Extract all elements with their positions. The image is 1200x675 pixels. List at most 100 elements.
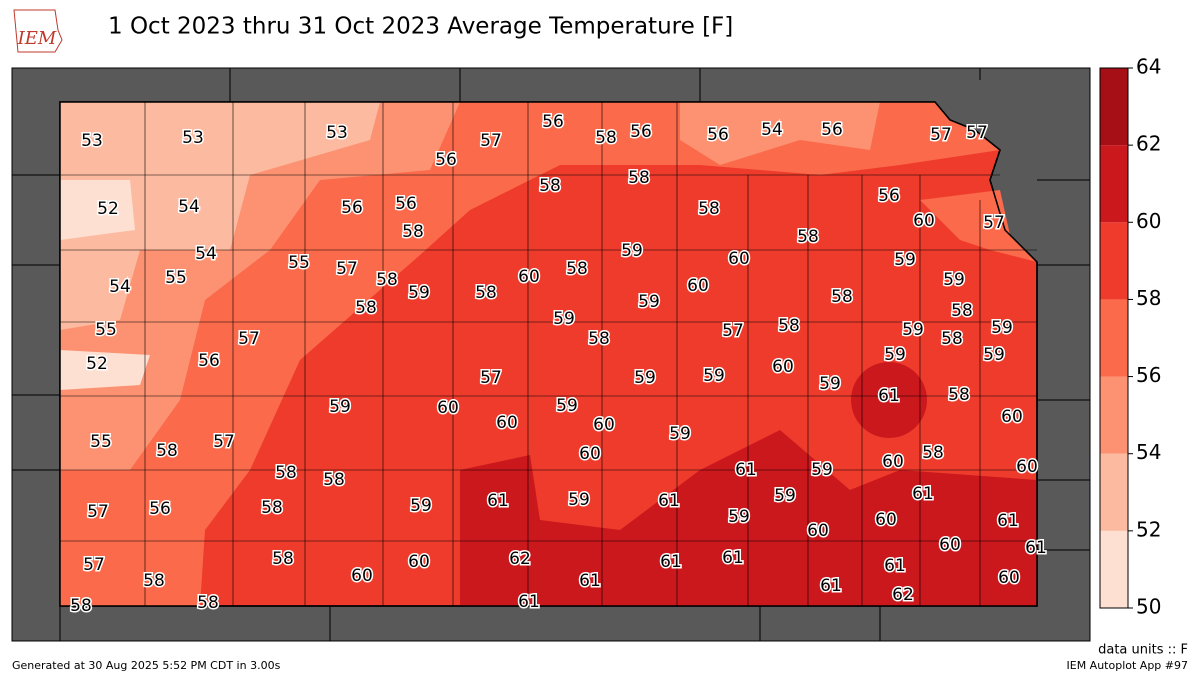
station-value: 58 — [376, 270, 398, 290]
station-value: 61 — [912, 484, 934, 504]
contour-60-62 — [460, 430, 1037, 606]
station-value: 58 — [588, 329, 610, 349]
station-value: 59 — [408, 283, 430, 303]
colorbar-tick-label: 52 — [1136, 517, 1161, 541]
station-value: 60 — [351, 566, 373, 586]
station-value: 56 — [542, 112, 564, 132]
station-value: 61 — [518, 592, 540, 612]
station-value: 59 — [634, 368, 656, 388]
station-value: 60 — [496, 413, 518, 433]
station-value: 61 — [884, 556, 906, 576]
station-value: 59 — [902, 320, 924, 340]
colorbar-tick-label: 60 — [1136, 209, 1161, 233]
station-value: 60 — [772, 357, 794, 377]
station-value: 56 — [435, 150, 457, 170]
station-value: 61 — [487, 491, 509, 511]
station-value: 57 — [213, 432, 235, 452]
station-value: 58 — [831, 287, 853, 307]
station-value: 58 — [941, 329, 963, 349]
colorbar-band — [1100, 299, 1128, 377]
station-value: 56 — [198, 351, 220, 371]
contour-54-56 — [680, 102, 880, 165]
station-value: 56 — [821, 120, 843, 140]
station-value: 58 — [628, 168, 650, 188]
colorbar-tick-label: 62 — [1136, 132, 1161, 156]
station-value: 62 — [892, 585, 914, 605]
logo-outline — [13, 9, 63, 53]
station-value: 60 — [1001, 407, 1023, 427]
station-value: 59 — [638, 292, 660, 312]
station-value: 56 — [878, 186, 900, 206]
station-value: 60 — [807, 521, 829, 541]
station-value: 55 — [90, 432, 112, 452]
colorbar: 50 52 54 56 58 60 62 64 — [1099, 55, 1161, 619]
colorbar-band — [1100, 530, 1128, 608]
state-fill — [59, 101, 1038, 607]
station-value: 60 — [1016, 457, 1038, 477]
station-value: 61 — [579, 571, 601, 591]
station-value: 54 — [761, 120, 783, 140]
station-value: 59 — [410, 496, 432, 516]
station-value: 61 — [722, 548, 744, 568]
station-value: 58 — [475, 283, 497, 303]
station-value: 58 — [539, 176, 561, 196]
neighbor-borders — [12, 68, 1090, 641]
station-value: 57 — [480, 131, 502, 151]
station-value: 61 — [658, 491, 680, 511]
station-value: 58 — [143, 571, 165, 591]
station-value: 57 — [983, 213, 1005, 233]
contour-50-52 — [60, 180, 135, 240]
station-value: 60 — [939, 535, 961, 555]
station-value: 52 — [97, 199, 119, 219]
station-value: 58 — [323, 470, 345, 490]
station-value: 59 — [884, 345, 906, 365]
station-value: 58 — [951, 301, 973, 321]
colorbar-band — [1100, 453, 1128, 531]
station-value: 60 — [437, 398, 459, 418]
station-value: 59 — [983, 345, 1005, 365]
contour-50-52 — [60, 350, 150, 390]
station-value: 58 — [272, 549, 294, 569]
station-value: 57 — [722, 321, 744, 341]
station-value: 60 — [998, 568, 1020, 588]
colorbar-tick-label: 58 — [1136, 286, 1161, 310]
station-value: 56 — [149, 499, 171, 519]
contour-52-54 — [60, 102, 380, 330]
title: 1 Oct 2023 thru 31 Oct 2023 Average Temp… — [108, 14, 733, 40]
contour-56-58 — [920, 190, 1037, 262]
station-value: 53 — [326, 123, 348, 143]
station-value: 60 — [875, 510, 897, 530]
station-value: 59 — [774, 486, 796, 506]
station-value: 56 — [395, 194, 417, 214]
station-value: 56 — [630, 122, 652, 142]
station-value: 58 — [261, 498, 283, 518]
station-value: 58 — [778, 316, 800, 336]
station-value: 61 — [878, 386, 900, 406]
station-value: 61 — [735, 460, 757, 480]
county-lines — [60, 102, 1037, 606]
station-value: 60 — [518, 267, 540, 287]
station-value: 58 — [948, 385, 970, 405]
station-value: 59 — [568, 490, 590, 510]
station-value: 58 — [197, 593, 219, 613]
station-value: 52 — [86, 354, 108, 374]
colorbar-frame — [1099, 67, 1129, 609]
station-value: 57 — [930, 125, 952, 145]
station-value: 57 — [83, 555, 105, 575]
station-value: 57 — [238, 329, 260, 349]
logo: IEM — [17, 28, 57, 49]
contour-56-58 — [60, 102, 1000, 606]
colorbar-tick-label: 50 — [1136, 595, 1161, 619]
colorbar-tick-label: 56 — [1136, 363, 1161, 387]
station-value: 57 — [966, 123, 988, 143]
station-value: 59 — [669, 424, 691, 444]
station-value: 58 — [355, 298, 377, 318]
station-value: 57 — [87, 502, 109, 522]
station-value: 59 — [728, 507, 750, 527]
station-value: 59 — [943, 270, 965, 290]
station-value: 59 — [894, 250, 916, 270]
station-value: 62 — [509, 549, 531, 569]
colorbar-band — [1100, 376, 1128, 454]
colorbar-tick-label: 64 — [1136, 55, 1161, 79]
station-value: 61 — [820, 576, 842, 596]
